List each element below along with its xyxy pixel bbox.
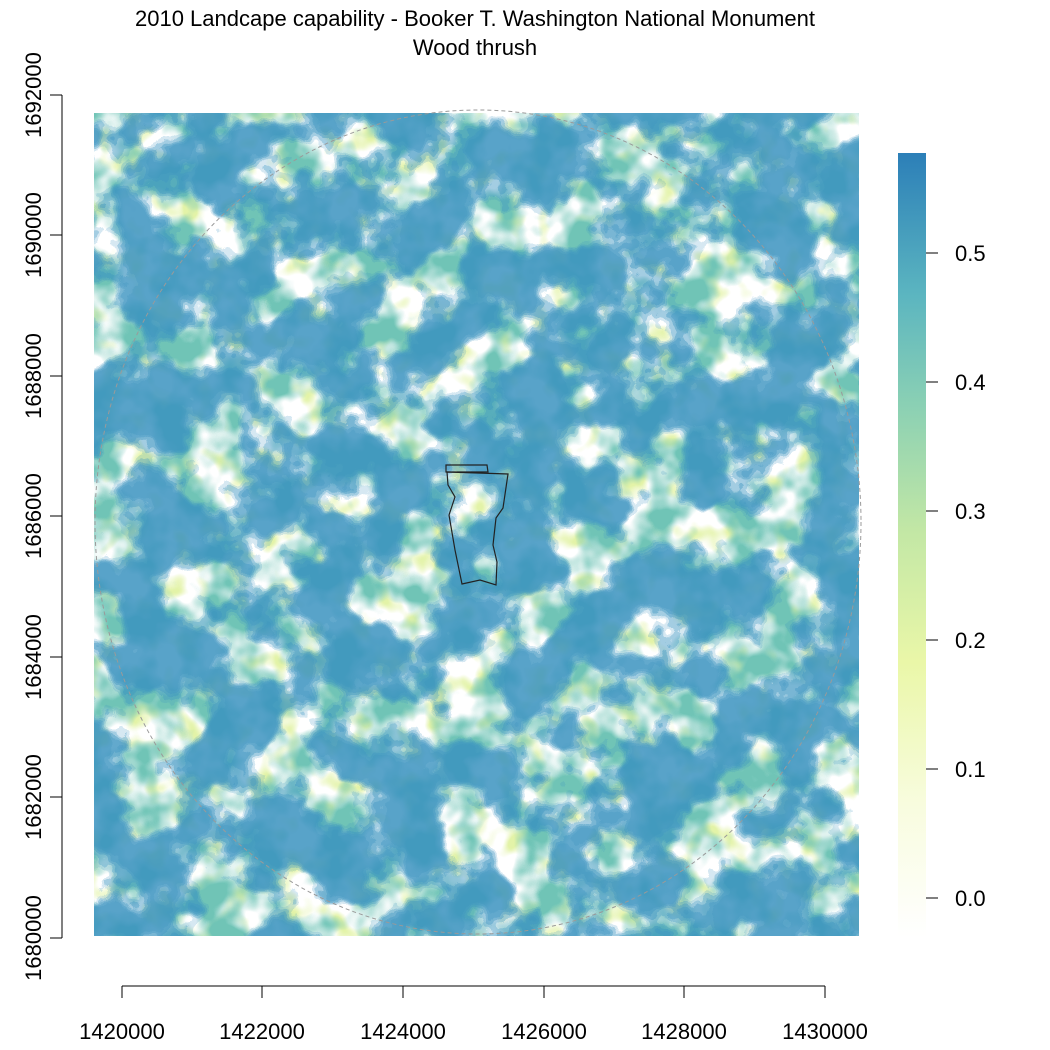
x-tick-label: 1422000 bbox=[219, 1019, 305, 1044]
legend-tick-label: 0.3 bbox=[955, 499, 986, 524]
legend-tick-label: 0.4 bbox=[955, 370, 986, 395]
buffer-outline bbox=[94, 109, 862, 935]
y-tick-label: 1690000 bbox=[21, 192, 46, 278]
map-subtitle: Wood thrush bbox=[412, 35, 538, 60]
legend-tick-label: 0.2 bbox=[955, 628, 986, 653]
y-tick-label: 1692000 bbox=[21, 52, 46, 138]
legend-tick-labels: 0.0 0.1 0.2 0.3 0.4 0.5 bbox=[955, 241, 986, 911]
legend-tick-label: 0.1 bbox=[955, 757, 986, 782]
legend-ticks bbox=[926, 252, 938, 899]
x-tick-label: 1430000 bbox=[782, 1019, 868, 1044]
y-tick-label: 1688000 bbox=[21, 333, 46, 419]
map-title: 2010 Landcape capability - Booker T. Was… bbox=[135, 6, 815, 31]
legend-tick-label: 0.5 bbox=[955, 241, 986, 266]
x-axis bbox=[121, 985, 826, 998]
x-tick-label: 1426000 bbox=[501, 1019, 587, 1044]
x-tick-label: 1420000 bbox=[79, 1019, 165, 1044]
x-tick-label: 1428000 bbox=[641, 1019, 727, 1044]
y-tick-label: 1682000 bbox=[21, 754, 46, 840]
y-tick-label: 1680000 bbox=[21, 895, 46, 981]
habitat-raster bbox=[94, 113, 859, 936]
y-tick-labels: 1680000 1682000 1684000 1686000 1688000 … bbox=[21, 52, 46, 981]
x-tick-label: 1424000 bbox=[360, 1019, 446, 1044]
monument-boundary bbox=[445, 464, 509, 586]
y-tick-label: 1684000 bbox=[21, 614, 46, 700]
legend-colorbar bbox=[898, 153, 926, 937]
y-tick-label: 1686000 bbox=[21, 473, 46, 559]
legend-tick-label: 0.0 bbox=[955, 886, 986, 911]
x-tick-labels: 1420000 1422000 1424000 1426000 1428000 … bbox=[79, 1019, 868, 1044]
y-axis bbox=[50, 94, 63, 939]
